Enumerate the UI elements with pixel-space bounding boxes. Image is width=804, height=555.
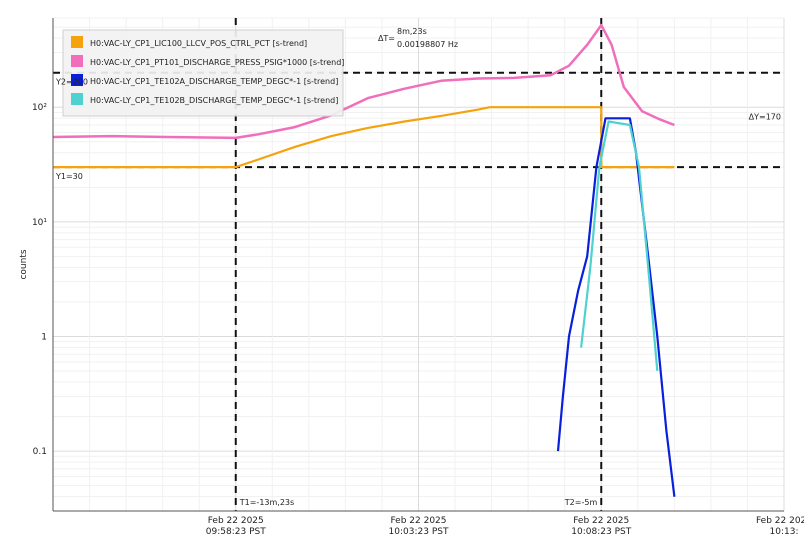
y-tick-label: 10² — [32, 103, 47, 113]
legend-entry-label: H0:VAC-LY_CP1_LIC100_LLCV_POS_CTRL_PCT [… — [90, 39, 307, 48]
delta-y-label: ΔY=170 — [749, 113, 781, 122]
cursor-y1-label: Y1=30 — [55, 172, 83, 181]
x-tick-time: 10:13: — [770, 527, 799, 537]
x-tick-time: 09:58:23 PST — [206, 527, 266, 537]
series-line-te102a — [556, 117, 676, 497]
legend-entry-label: H0:VAC-LY_CP1_TE102B_DISCHARGE_TEMP_DEGC… — [90, 96, 338, 105]
delta-t-value: 8m,23s — [397, 27, 427, 36]
series-line-lic100 — [53, 106, 675, 169]
legend-entry-label: H0:VAC-LY_CP1_TE102A_DISCHARGE_TEMP_DEGC… — [90, 77, 338, 86]
grid-lines — [52, 17, 785, 512]
y-tick-label: 0.1 — [33, 447, 47, 457]
legend-swatch — [71, 55, 83, 67]
series-lines — [52, 23, 676, 497]
cursor-t1-label: T1=-13m,23s — [239, 498, 294, 507]
cursor-annotations: Y1=30 Y2=200 ΔY=170 T1=-13m,23s T2=-5m ΔT=8m,… — [55, 27, 781, 507]
x-tick-date: Feb 22 2025 — [756, 516, 804, 526]
x-tick-date: Feb 22 2025 — [208, 516, 264, 526]
legend-swatch — [71, 36, 83, 48]
delta-t-label: ΔT= — [378, 34, 395, 43]
x-tick-time: 10:03:23 PST — [389, 527, 449, 537]
x-tick-time: 10:08:23 PST — [571, 527, 631, 537]
legend-swatch — [71, 74, 83, 86]
legend-box — [62, 29, 344, 117]
series-line-pt101 — [52, 23, 675, 140]
legend-entry-label: H0:VAC-LY_CP1_PT101_DISCHARGE_PRESS_PSIG… — [90, 58, 344, 67]
y-tick-label: 1 — [41, 332, 47, 342]
cursor-y2-label: Y2=200 — [55, 78, 88, 87]
delta-t-frequency: 0.00198807 Hz — [397, 40, 458, 49]
cursor-t2-label: T2=-5m — [564, 498, 598, 507]
y-tick-label: 10¹ — [32, 218, 47, 228]
x-tick-date: Feb 22 2025 — [573, 516, 629, 526]
x-tick-date: Feb 22 2025 — [390, 516, 446, 526]
series-line-te102b — [580, 120, 659, 371]
legend-swatch — [71, 93, 83, 105]
legend: H0:VAC-LY_CP1_LIC100_LLCV_POS_CTRL_PCT [… — [62, 29, 344, 117]
y-axis-label: counts — [19, 249, 29, 279]
